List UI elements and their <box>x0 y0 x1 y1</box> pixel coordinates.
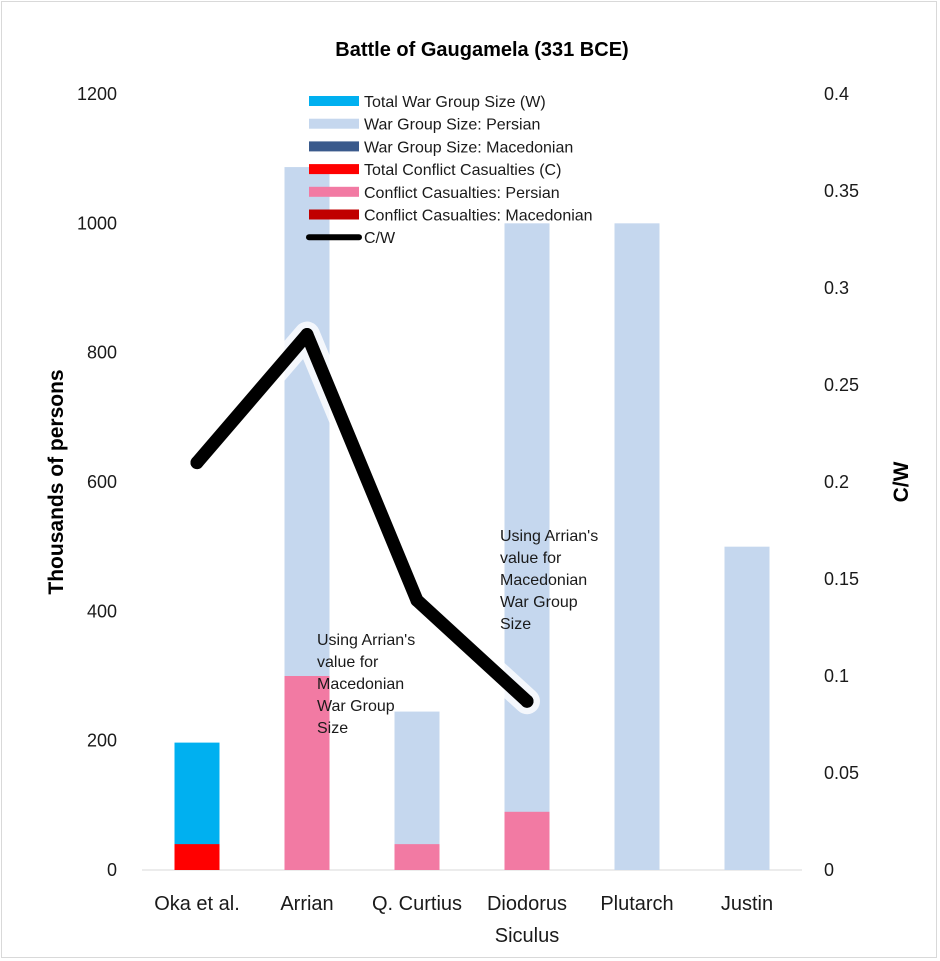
y2-tick-label: 0.3 <box>824 278 849 298</box>
y2-tick-label: 0.15 <box>824 569 859 589</box>
cw-point <box>190 456 204 470</box>
bar-conflict-casualties-persian <box>504 811 550 870</box>
y2-tick-label: 0.2 <box>824 472 849 492</box>
annotation-text: Size <box>500 616 531 633</box>
legend-label: Total Conflict Casualties (C) <box>364 162 561 179</box>
annotation-text: Macedonian <box>317 676 404 693</box>
bar-war-group-size-persian <box>504 223 550 871</box>
annotation-text: War Group <box>500 594 578 611</box>
y-tick-label: 200 <box>87 731 117 751</box>
y2-tick-label: 0.05 <box>824 763 859 783</box>
y2-axis-title: C/W <box>890 461 913 502</box>
x-category-label: Oka et al. <box>154 893 240 915</box>
legend-label: War Group Size: Macedonian <box>364 139 573 156</box>
cw-point <box>300 328 314 342</box>
legend-swatch <box>309 141 359 152</box>
annotation-text: value for <box>500 550 562 567</box>
y-tick-label: 0 <box>107 860 117 880</box>
legend-swatch <box>309 164 359 175</box>
x-category-label: Q. Curtius <box>372 893 462 915</box>
x-category-label: Justin <box>721 893 773 915</box>
bar-war-group-size-persian <box>724 546 770 870</box>
y-tick-label: 400 <box>87 601 117 621</box>
bar-war-group-size-persian <box>394 711 440 870</box>
cw-point <box>520 694 534 708</box>
legend-swatch <box>309 96 359 106</box>
chart-title: Battle of Gaugamela (331 BCE) <box>335 39 628 61</box>
y2-tick-label: 0.25 <box>824 375 859 395</box>
y2-tick-label: 0.1 <box>824 666 849 686</box>
bar-total-conflict-casualties-c- <box>174 844 220 870</box>
x-category-label-line2: Siculus <box>495 925 559 947</box>
x-category-label: Plutarch <box>600 893 673 915</box>
y-tick-label: 800 <box>87 343 117 363</box>
annotation-text: Using Arrian's <box>500 528 598 545</box>
legend-label: Conflict Casualties: Macedonian <box>364 208 593 225</box>
cw-line <box>190 328 534 708</box>
annotation-text: Using Arrian's <box>317 632 415 649</box>
bar-conflict-casualties-persian <box>394 844 440 870</box>
annotation-text: Macedonian <box>500 572 587 589</box>
y-axis-title: Thousands of persons <box>45 369 68 594</box>
legend-swatch <box>309 118 359 129</box>
y2-tick-label: 0.35 <box>824 181 859 201</box>
y-tick-label: 600 <box>87 472 117 492</box>
annotation-text: Size <box>317 720 348 737</box>
annotation-text: War Group <box>317 698 395 715</box>
bar-war-group-size-persian <box>614 223 660 871</box>
legend-swatch <box>309 186 359 197</box>
legend-label: C/W <box>364 230 396 247</box>
bar-conflict-casualties-persian <box>284 676 330 870</box>
legend-label: War Group Size: Persian <box>364 117 540 134</box>
x-category-label: Arrian <box>280 893 333 915</box>
annotation-text: value for <box>317 654 379 671</box>
y2-tick-label: 0 <box>824 860 834 880</box>
y-tick-label: 1200 <box>77 84 117 104</box>
cw-point <box>410 593 424 607</box>
legend-label: Total War Group Size (W) <box>364 94 546 111</box>
y-tick-label: 1000 <box>77 213 117 233</box>
y2-tick-label: 0.4 <box>824 84 849 104</box>
legend-swatch <box>309 209 359 220</box>
legend-label: Conflict Casualties: Persian <box>364 185 560 202</box>
x-category-label: Diodorus <box>487 893 567 915</box>
